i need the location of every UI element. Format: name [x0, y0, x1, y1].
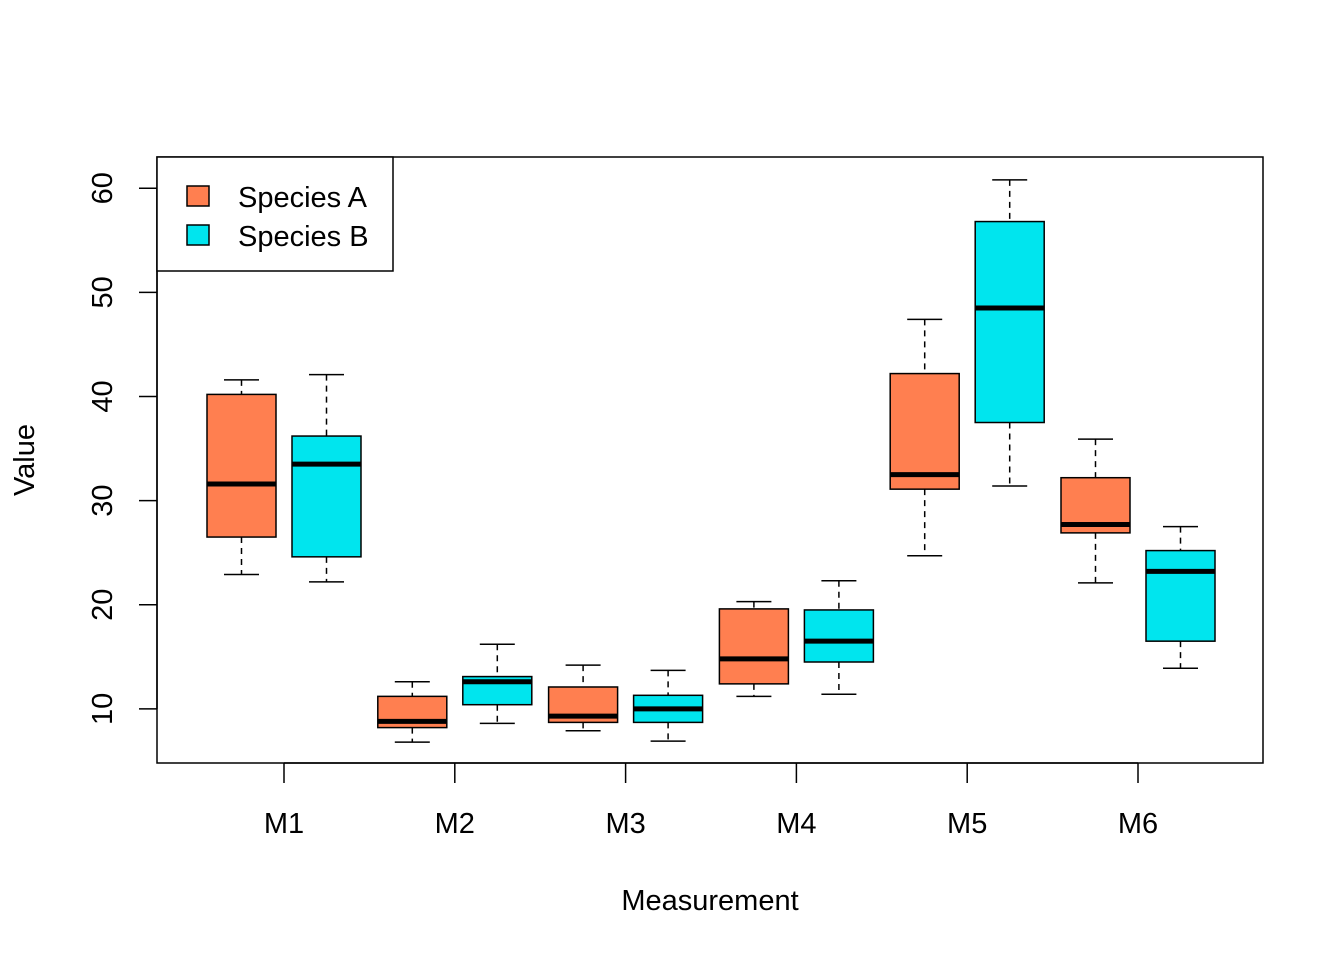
y-tick-label: 60	[87, 172, 119, 204]
y-axis: 10 20 30 40 50 60	[87, 172, 158, 725]
box-species-b-m1	[291, 373, 362, 583]
x-tick-label-m6: M6	[1118, 808, 1158, 840]
legend-swatch-species-a	[186, 185, 210, 207]
y-tick-label: 10	[87, 693, 119, 725]
legend: Species A Species B	[156, 156, 394, 272]
box-species-b-m6	[1145, 525, 1216, 669]
iqr-box	[889, 372, 960, 490]
x-tick-label-m4: M4	[776, 808, 816, 840]
box-species-a-m5	[889, 318, 960, 557]
box-species-a-m2	[377, 681, 448, 743]
box-species-a-m4	[718, 600, 790, 698]
x-tick-label-m1: M1	[264, 808, 304, 840]
box-species-a-m6	[1060, 438, 1131, 584]
x-axis-label: Measurement	[621, 885, 798, 917]
iqr-box	[206, 393, 277, 538]
iqr-box	[803, 609, 875, 663]
y-axis-label: Value	[9, 424, 41, 496]
iqr-box	[291, 435, 362, 558]
y-tick-label: 30	[87, 484, 119, 516]
y-tick-label: 40	[87, 380, 119, 412]
boxes-layer	[206, 179, 1216, 743]
iqr-box	[718, 608, 790, 685]
x-axis: M1 M2 M3 M4 M5 M6	[264, 762, 1158, 840]
iqr-box	[974, 220, 1045, 424]
box-species-b-m4	[803, 580, 875, 696]
legend-label-species-b: Species B	[238, 221, 369, 253]
legend-frame	[156, 156, 394, 272]
box-species-b-m3	[632, 669, 704, 742]
legend-swatch-species-b	[186, 224, 210, 246]
box-species-a-m3	[547, 664, 619, 732]
box-species-b-m5	[974, 179, 1045, 487]
legend-label-species-a: Species A	[238, 182, 368, 214]
y-tick-label: 20	[87, 589, 119, 621]
y-tick-label: 50	[87, 276, 119, 308]
x-tick-label-m5: M5	[947, 808, 987, 840]
x-tick-label-m2: M2	[435, 808, 475, 840]
x-tick-label-m3: M3	[605, 808, 645, 840]
box-species-b-m2	[462, 643, 533, 725]
iqr-box	[1145, 549, 1216, 642]
box-species-a-m1	[206, 379, 277, 576]
